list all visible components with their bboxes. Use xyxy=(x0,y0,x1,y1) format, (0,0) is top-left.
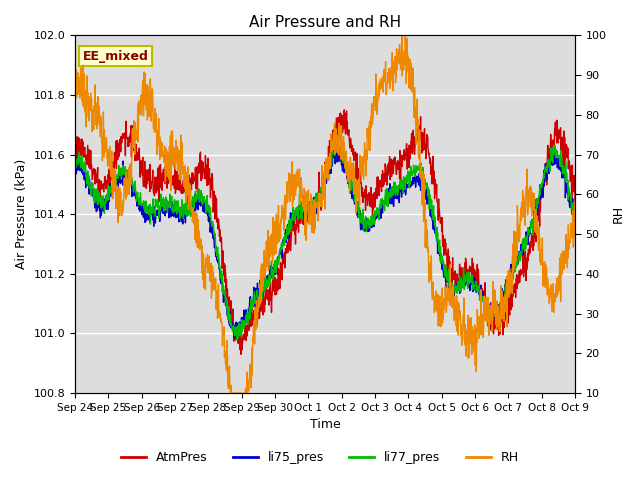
RH xyxy=(303,203,310,208)
li77_pres xyxy=(110,177,118,182)
AtmPres xyxy=(303,212,310,217)
AtmPres xyxy=(71,139,79,145)
li77_pres xyxy=(294,216,301,222)
AtmPres xyxy=(294,224,301,230)
RH xyxy=(571,232,579,238)
X-axis label: Time: Time xyxy=(310,419,340,432)
Title: Air Pressure and RH: Air Pressure and RH xyxy=(249,15,401,30)
li75_pres xyxy=(230,335,238,341)
li77_pres xyxy=(571,215,579,221)
Line: AtmPres: AtmPres xyxy=(75,110,575,354)
li75_pres xyxy=(356,218,364,224)
RH xyxy=(71,73,79,79)
li75_pres xyxy=(110,187,118,193)
RH xyxy=(356,152,364,158)
li75_pres xyxy=(130,191,138,197)
Line: li75_pres: li75_pres xyxy=(75,146,575,338)
li75_pres xyxy=(294,211,301,217)
RH xyxy=(110,166,118,171)
AtmPres xyxy=(284,240,291,246)
Y-axis label: Air Pressure (kPa): Air Pressure (kPa) xyxy=(15,159,28,269)
AtmPres xyxy=(110,161,118,167)
li75_pres xyxy=(303,207,310,213)
li77_pres xyxy=(303,198,310,204)
Line: RH: RH xyxy=(75,36,575,393)
li75_pres xyxy=(337,144,344,149)
AtmPres xyxy=(356,163,364,168)
li77_pres xyxy=(356,214,364,219)
AtmPres xyxy=(130,148,138,154)
AtmPres xyxy=(340,107,348,113)
li77_pres xyxy=(233,337,241,343)
li75_pres xyxy=(71,164,79,170)
RH xyxy=(294,170,301,176)
Y-axis label: RH: RH xyxy=(612,205,625,223)
li77_pres xyxy=(71,149,79,155)
AtmPres xyxy=(571,198,579,204)
RH xyxy=(130,144,138,149)
Legend: AtmPres, li75_pres, li77_pres, RH: AtmPres, li75_pres, li77_pres, RH xyxy=(116,446,524,469)
li75_pres xyxy=(284,236,291,241)
li77_pres xyxy=(284,229,291,235)
li77_pres xyxy=(332,138,339,144)
li75_pres xyxy=(571,217,579,223)
Line: li77_pres: li77_pres xyxy=(75,141,575,340)
RH xyxy=(227,390,234,396)
AtmPres xyxy=(237,351,244,357)
RH xyxy=(284,200,291,205)
Text: EE_mixed: EE_mixed xyxy=(83,49,148,63)
li77_pres xyxy=(130,184,138,190)
RH xyxy=(398,33,406,38)
